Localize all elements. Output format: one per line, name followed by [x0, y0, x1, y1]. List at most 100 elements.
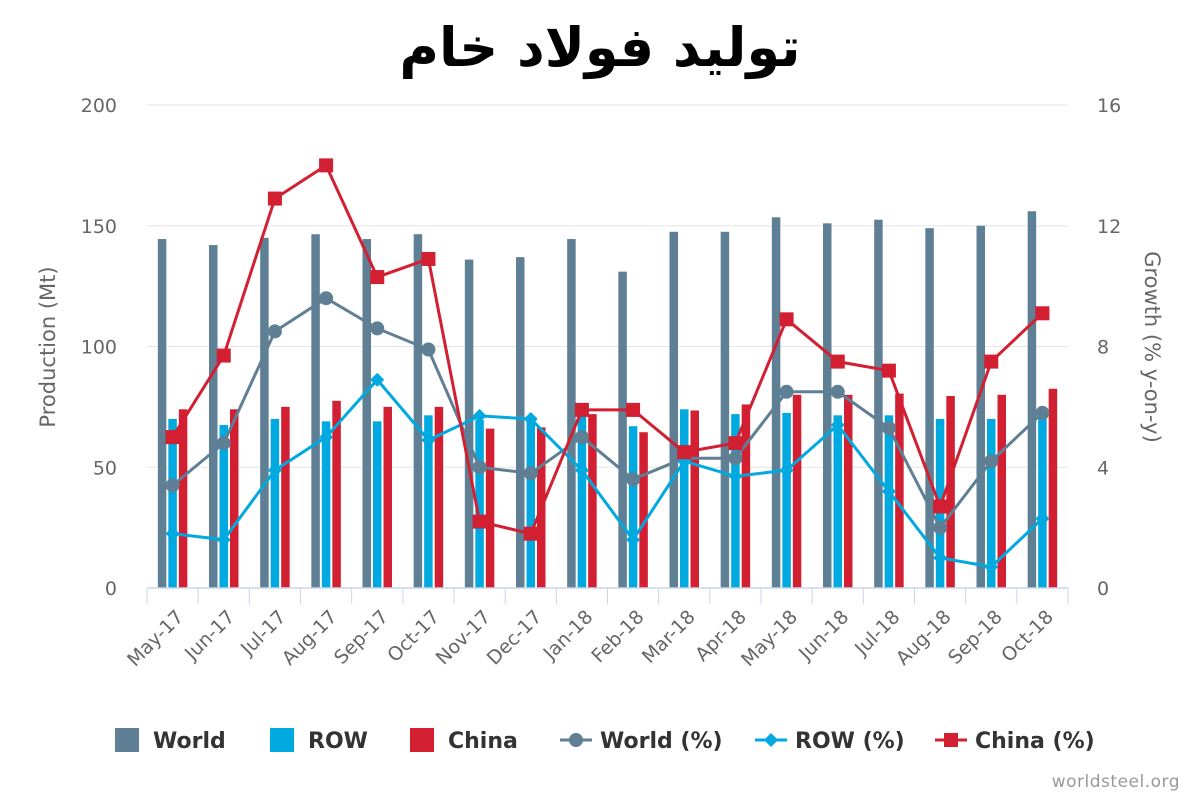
point-china [830, 354, 845, 369]
bar-china [383, 406, 392, 588]
y2-tick-label: 8 [1097, 337, 1109, 359]
bar-world [771, 217, 781, 589]
point-world [472, 460, 487, 475]
bar-row [833, 415, 842, 588]
point-row [472, 408, 487, 423]
point-china [370, 270, 385, 285]
bar-row [782, 412, 791, 588]
point-china [677, 445, 692, 460]
bar-row [526, 418, 535, 588]
bar-world [1027, 211, 1037, 588]
growth-lines [165, 158, 1050, 574]
point-china [267, 191, 282, 206]
y2-tick-label: 12 [1097, 216, 1121, 238]
bar-row [219, 424, 228, 588]
legend-item-row: ROW (%) [755, 729, 905, 754]
bar-china [690, 410, 699, 588]
point-china [933, 499, 948, 514]
point-china [165, 430, 180, 445]
x-tick-label: Aug-18 [892, 606, 956, 670]
y-tick-label: 0 [105, 578, 117, 600]
bar-world [720, 231, 730, 588]
point-china [472, 514, 487, 529]
point-china [523, 526, 538, 541]
point-row [421, 433, 436, 448]
point-world [779, 384, 794, 399]
legend-marker [569, 733, 583, 747]
point-china [216, 348, 231, 363]
bar-world [567, 239, 576, 588]
point-world [984, 454, 999, 469]
x-tick-label: Oct-18 [997, 606, 1058, 667]
point-row [574, 463, 589, 478]
bar-world [157, 239, 167, 588]
point-china [1035, 306, 1050, 321]
point-row [523, 411, 538, 426]
point-world [523, 466, 538, 481]
legend-label: China [448, 729, 518, 754]
bar-row [731, 414, 740, 588]
y-tick-label: 150 [81, 216, 117, 238]
point-world [1035, 405, 1050, 420]
x-tick-label: Sep-18 [944, 606, 1007, 669]
bar-world [618, 271, 627, 588]
bar-row [987, 418, 996, 588]
x-tick-label: Dec-17 [483, 606, 547, 670]
point-world [574, 430, 589, 445]
bar-row [475, 420, 484, 588]
point-china [421, 251, 436, 266]
point-row [779, 463, 794, 478]
legend-item-row: ROW [270, 728, 368, 754]
line-china [171, 163, 1044, 536]
point-row [1035, 511, 1050, 526]
point-world [728, 451, 743, 466]
point-china [779, 312, 794, 327]
bar-row [628, 426, 638, 588]
y-tick-label: 50 [93, 457, 117, 479]
source-credit: worldsteel.org [1051, 772, 1180, 792]
bar-world [976, 225, 985, 588]
y-tick-label: 200 [81, 95, 117, 117]
bar-row [1038, 409, 1047, 588]
x-tick-label: Aug-17 [278, 606, 342, 670]
x-tick-label: Jun-18 [794, 606, 853, 665]
bar-world [874, 219, 883, 588]
point-china [319, 158, 334, 173]
point-world [165, 478, 180, 493]
legend-item-china: China [410, 728, 518, 754]
x-tick-label: Sep-17 [330, 606, 393, 669]
bar-row [884, 415, 894, 588]
point-world [830, 384, 845, 399]
bar-china [946, 396, 955, 588]
chart-title: تولید فولاد خام [399, 16, 801, 79]
point-world [267, 324, 282, 339]
legend-item-china: China (%) [935, 729, 1095, 754]
x-tick-label: May-17 [123, 606, 188, 671]
point-china [984, 354, 999, 369]
legend-label: World (%) [600, 729, 723, 754]
point-china [728, 436, 743, 451]
legend-label: China (%) [975, 729, 1095, 754]
legend-label: World [153, 729, 226, 754]
legend-swatch [270, 728, 294, 752]
bar-row [373, 421, 382, 588]
bar-row [270, 418, 280, 588]
point-row [626, 532, 641, 547]
bar-china [434, 406, 444, 588]
point-world [319, 291, 334, 306]
line-row [172, 378, 1044, 569]
bar-china [895, 393, 904, 588]
bar-china [230, 409, 239, 588]
bar-world [209, 245, 218, 588]
bar-world [464, 259, 474, 588]
y2-tick-label: 0 [1097, 578, 1109, 600]
legend-swatch [115, 728, 139, 752]
point-row [267, 463, 282, 478]
point-world [881, 421, 896, 436]
legend-item-world: World [115, 728, 226, 754]
point-row [319, 430, 334, 445]
bar-row [168, 418, 177, 588]
point-row [216, 532, 231, 547]
bar-world [925, 228, 934, 589]
x-tick-label: May-18 [737, 606, 802, 671]
